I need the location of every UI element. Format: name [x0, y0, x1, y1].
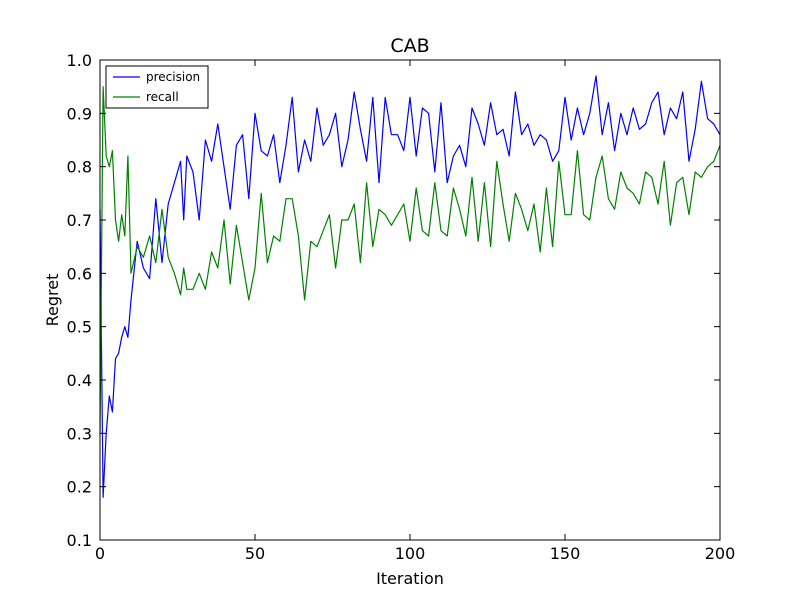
chart-title: CAB [390, 35, 429, 57]
y-tick-label: 0.6 [67, 264, 92, 283]
y-tick-label: 0.8 [67, 158, 92, 177]
ticks-layer: 0 50 100 150 200 0.1 0.2 0.3 0.4 0.5 0.6 0.7 0.8 0.9 1… [67, 51, 736, 563]
x-tick-label: 150 [550, 544, 581, 563]
x-tick-label: 100 [395, 544, 426, 563]
series-layer [99, 75, 721, 498]
legend-box [105, 65, 209, 109]
y-tick-label: 0.4 [67, 371, 92, 390]
y-tick-label: 0.5 [67, 318, 92, 337]
y-tick-label: 0.3 [67, 424, 92, 443]
y-tick-label: 0.7 [67, 211, 92, 230]
legend-label-precision: precision [146, 70, 200, 84]
y-tick-label: 0.1 [67, 531, 92, 550]
legend-label-recall: recall [146, 90, 179, 104]
y-axis-label: Regret [43, 274, 62, 327]
series-line-recall [99, 86, 721, 434]
y-tick-label: 0.9 [67, 104, 92, 123]
x-tick-label: 200 [705, 544, 736, 563]
x-tick-label: 0 [95, 544, 105, 563]
y-tick-label: 0.2 [67, 478, 92, 497]
x-axis-label: Iteration [376, 569, 444, 588]
x-tick-label: 50 [245, 544, 265, 563]
series-line-precision [99, 75, 721, 498]
legend: precision recall [105, 65, 209, 109]
y-tick-label: 1.0 [67, 51, 92, 70]
